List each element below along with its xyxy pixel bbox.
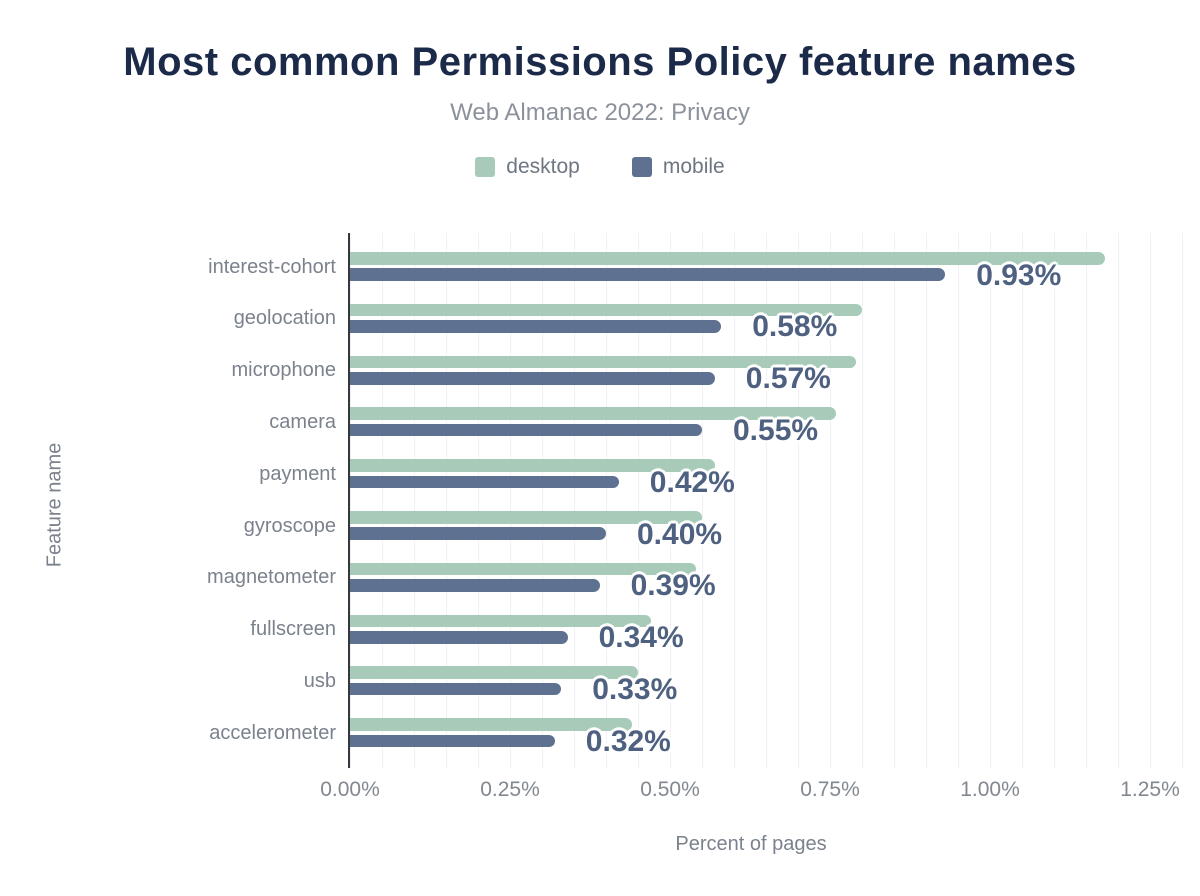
bar-desktop [350, 355, 856, 369]
bar-value-label: 0.33% [592, 673, 678, 707]
bar-mobile [350, 268, 946, 281]
x-tick-label: 0.75% [800, 778, 860, 801]
bar-mobile [350, 320, 722, 333]
bar-desktop [350, 718, 632, 731]
bar-mobile [350, 475, 619, 489]
x-axis-title: Percent of pages [675, 833, 827, 855]
y-tick-label: gyroscope [243, 514, 336, 537]
y-tick-label: microphone [231, 359, 336, 382]
chart-title: Most common Permissions Policy feature n… [123, 40, 1077, 84]
bar-value-label: 0.57% [745, 362, 831, 396]
bar-value-label: 0.93% [976, 258, 1062, 292]
y-axis-line [348, 233, 350, 768]
bar-value-label: 0.39% [630, 569, 716, 603]
y-tick-label: interest-cohort [208, 255, 336, 278]
bar-mobile [350, 423, 702, 437]
bar-value-label: 0.32% [585, 724, 671, 758]
legend-label-desktop: desktop [506, 155, 580, 178]
bar-desktop [350, 614, 651, 628]
y-tick-label: camera [269, 410, 336, 433]
legend-swatch-desktop [475, 157, 496, 177]
x-tick-label: 1.25% [1120, 778, 1180, 801]
legend-item-desktop: desktop [475, 155, 580, 179]
bar-value-label: 0.58% [752, 310, 838, 344]
x-tick-label: 0.00% [320, 778, 380, 801]
bar-desktop [350, 666, 638, 679]
y-tick-label: fullscreen [250, 618, 336, 641]
x-tick-label: 0.50% [640, 778, 700, 801]
bar-desktop [350, 562, 696, 576]
bar-desktop [350, 459, 715, 472]
y-tick-label: geolocation [233, 307, 336, 330]
bar-desktop [350, 407, 837, 420]
bar-value-label: 0.55% [733, 414, 819, 448]
legend-item-mobile: mobile [631, 155, 725, 179]
legend: desktop mobile [0, 155, 1200, 179]
legend-swatch-mobile [631, 157, 652, 177]
y-tick-label: payment [259, 462, 336, 485]
y-tick-label: usb [303, 669, 336, 692]
bar-value-label: 0.34% [598, 621, 684, 655]
legend-label-mobile: mobile [662, 155, 725, 178]
bar-mobile [350, 579, 600, 592]
bar-value-label: 0.42% [649, 465, 735, 499]
bar-mobile [350, 682, 562, 696]
bar-mobile [350, 734, 555, 748]
x-tick-label: 0.25% [480, 778, 540, 801]
y-tick-label: magnetometer [207, 566, 336, 589]
x-tick-label: 1.00% [960, 778, 1020, 801]
bar-desktop [350, 511, 702, 524]
y-tick-label: accelerometer [209, 721, 336, 744]
bar-value-label: 0.40% [637, 517, 723, 551]
bar-mobile [350, 631, 568, 644]
bar-mobile [350, 527, 606, 540]
chart-subtitle: Web Almanac 2022: Privacy [450, 99, 750, 126]
bar-desktop [350, 303, 862, 317]
bar-desktop [350, 252, 1106, 265]
bar-mobile [350, 372, 715, 385]
